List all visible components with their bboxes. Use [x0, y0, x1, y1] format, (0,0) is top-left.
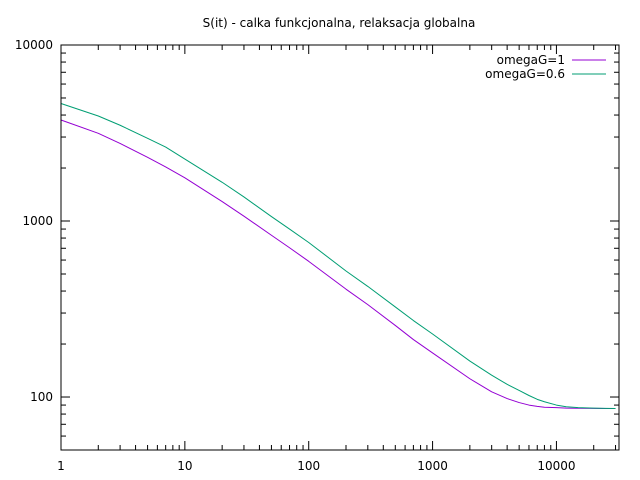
x-axis-ticks: 1 10 100 1000 10000 [57, 45, 617, 473]
x-tick-label: 1 [57, 459, 65, 473]
legend-label-1: omegaG=1 [497, 53, 565, 67]
y-tick-label: 1000 [22, 214, 53, 228]
plot-lines [60, 103, 616, 410]
x-tick-label: 10 [177, 459, 192, 473]
legend-label-2: omegaG=0.6 [485, 67, 565, 81]
y-axis-ticks: 100 1000 10000 [15, 38, 619, 451]
series-line-2 [60, 103, 616, 410]
plot-frame [60, 44, 620, 451]
x-tick-label: 10000 [537, 459, 575, 473]
x-tick-label: 100 [297, 459, 320, 473]
y-tick-label: 10000 [15, 38, 53, 52]
chart-title: S(it) - calka funkcjonalna, relaksacja g… [203, 16, 476, 30]
y-tick-label: 100 [30, 390, 53, 404]
series-line-1 [60, 119, 616, 410]
x-tick-label: 1000 [417, 459, 448, 473]
